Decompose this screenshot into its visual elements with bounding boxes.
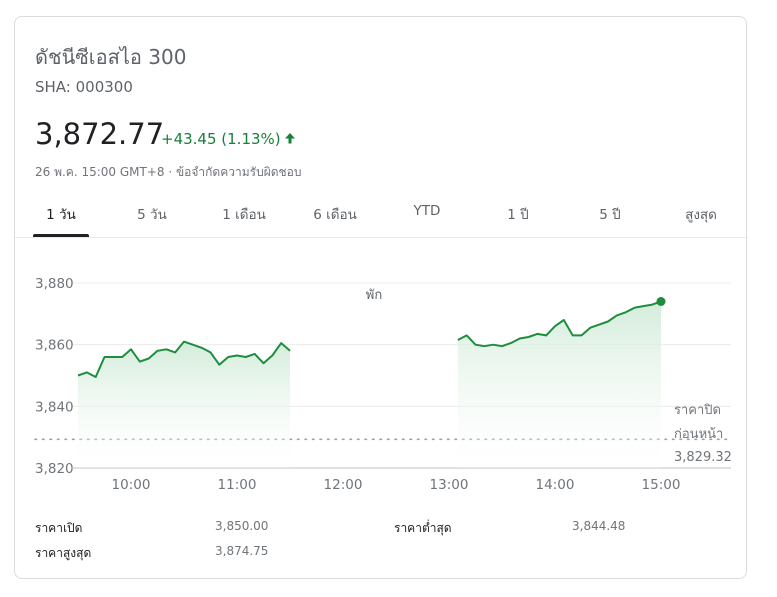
x-tick-label: 12:00 xyxy=(324,477,363,493)
afternoon-area xyxy=(457,301,661,468)
ticker-symbol: SHA: 000300 xyxy=(35,78,133,96)
y-tick-label: 3,860 xyxy=(35,338,74,354)
tab-1-day[interactable]: 1 วัน xyxy=(46,207,76,223)
current-price: 3,872.77 xyxy=(35,117,165,151)
high-label: ราคาสูงสุด xyxy=(35,546,92,560)
active-tab-indicator xyxy=(33,234,89,237)
y-tick-label: 3,820 xyxy=(35,461,74,477)
lunch-break-label: พัก xyxy=(366,288,382,303)
price-chart[interactable]: 3,880 3,860 3,840 3,820 10:00 11:00 12:00 13:00… xyxy=(15,17,748,580)
tab-5-years[interactable]: 5 ปี xyxy=(599,207,621,223)
previous-close-label: ราคาปิด xyxy=(674,403,721,418)
tab-5-days[interactable]: 5 วัน xyxy=(137,207,167,223)
open-value: 3,850.00 xyxy=(215,519,269,533)
x-tick-label: 11:00 xyxy=(218,477,257,493)
previous-close-value: 3,829.32 xyxy=(674,450,732,465)
y-tick-label: 3,880 xyxy=(35,276,74,292)
price-change: +43.45 (1.13%) xyxy=(161,130,296,148)
open-label: ราคาเปิด xyxy=(35,521,83,535)
afternoon-series-line xyxy=(457,300,662,348)
tab-1-month[interactable]: 1 เดือน xyxy=(222,207,266,223)
tab-max[interactable]: สูงสุด xyxy=(685,207,717,223)
x-tick-label: 10:00 xyxy=(112,477,151,493)
timestamp-disclaimer: 26 พ.ค. 15:00 GMT+8 · ข้อจำกัดความรับผิด… xyxy=(35,165,302,179)
tab-6-months[interactable]: 6 เดือน xyxy=(313,207,357,223)
last-price-dot xyxy=(656,297,666,306)
range-tabs: 1 วัน 5 วัน 1 เดือน 6 เดือน YTD 1 ปี 5 ป… xyxy=(15,193,748,238)
high-value: 3,874.75 xyxy=(215,544,269,558)
previous-close-label: ก่อนหน้า xyxy=(674,427,723,442)
x-tick-label: 15:00 xyxy=(642,477,681,493)
morning-area xyxy=(78,341,290,468)
price-change-text: +43.45 (1.13%) xyxy=(161,130,281,148)
stock-card: ดัชนีซีเอสไอ 300 SHA: 000300 3,872.77 +4… xyxy=(14,16,748,580)
y-tick-label: 3,840 xyxy=(35,399,74,415)
index-title: ดัชนีซีเอสไอ 300 xyxy=(35,45,187,69)
tab-ytd[interactable]: YTD xyxy=(413,203,441,219)
low-label: ราคาต่ำสุด xyxy=(394,521,452,535)
morning-series-line xyxy=(77,340,291,378)
tab-1-year[interactable]: 1 ปี xyxy=(507,207,529,223)
x-tick-label: 14:00 xyxy=(536,477,575,493)
arrow-up-icon xyxy=(284,130,296,148)
x-tick-label: 13:00 xyxy=(430,477,469,493)
low-value: 3,844.48 xyxy=(572,519,626,533)
